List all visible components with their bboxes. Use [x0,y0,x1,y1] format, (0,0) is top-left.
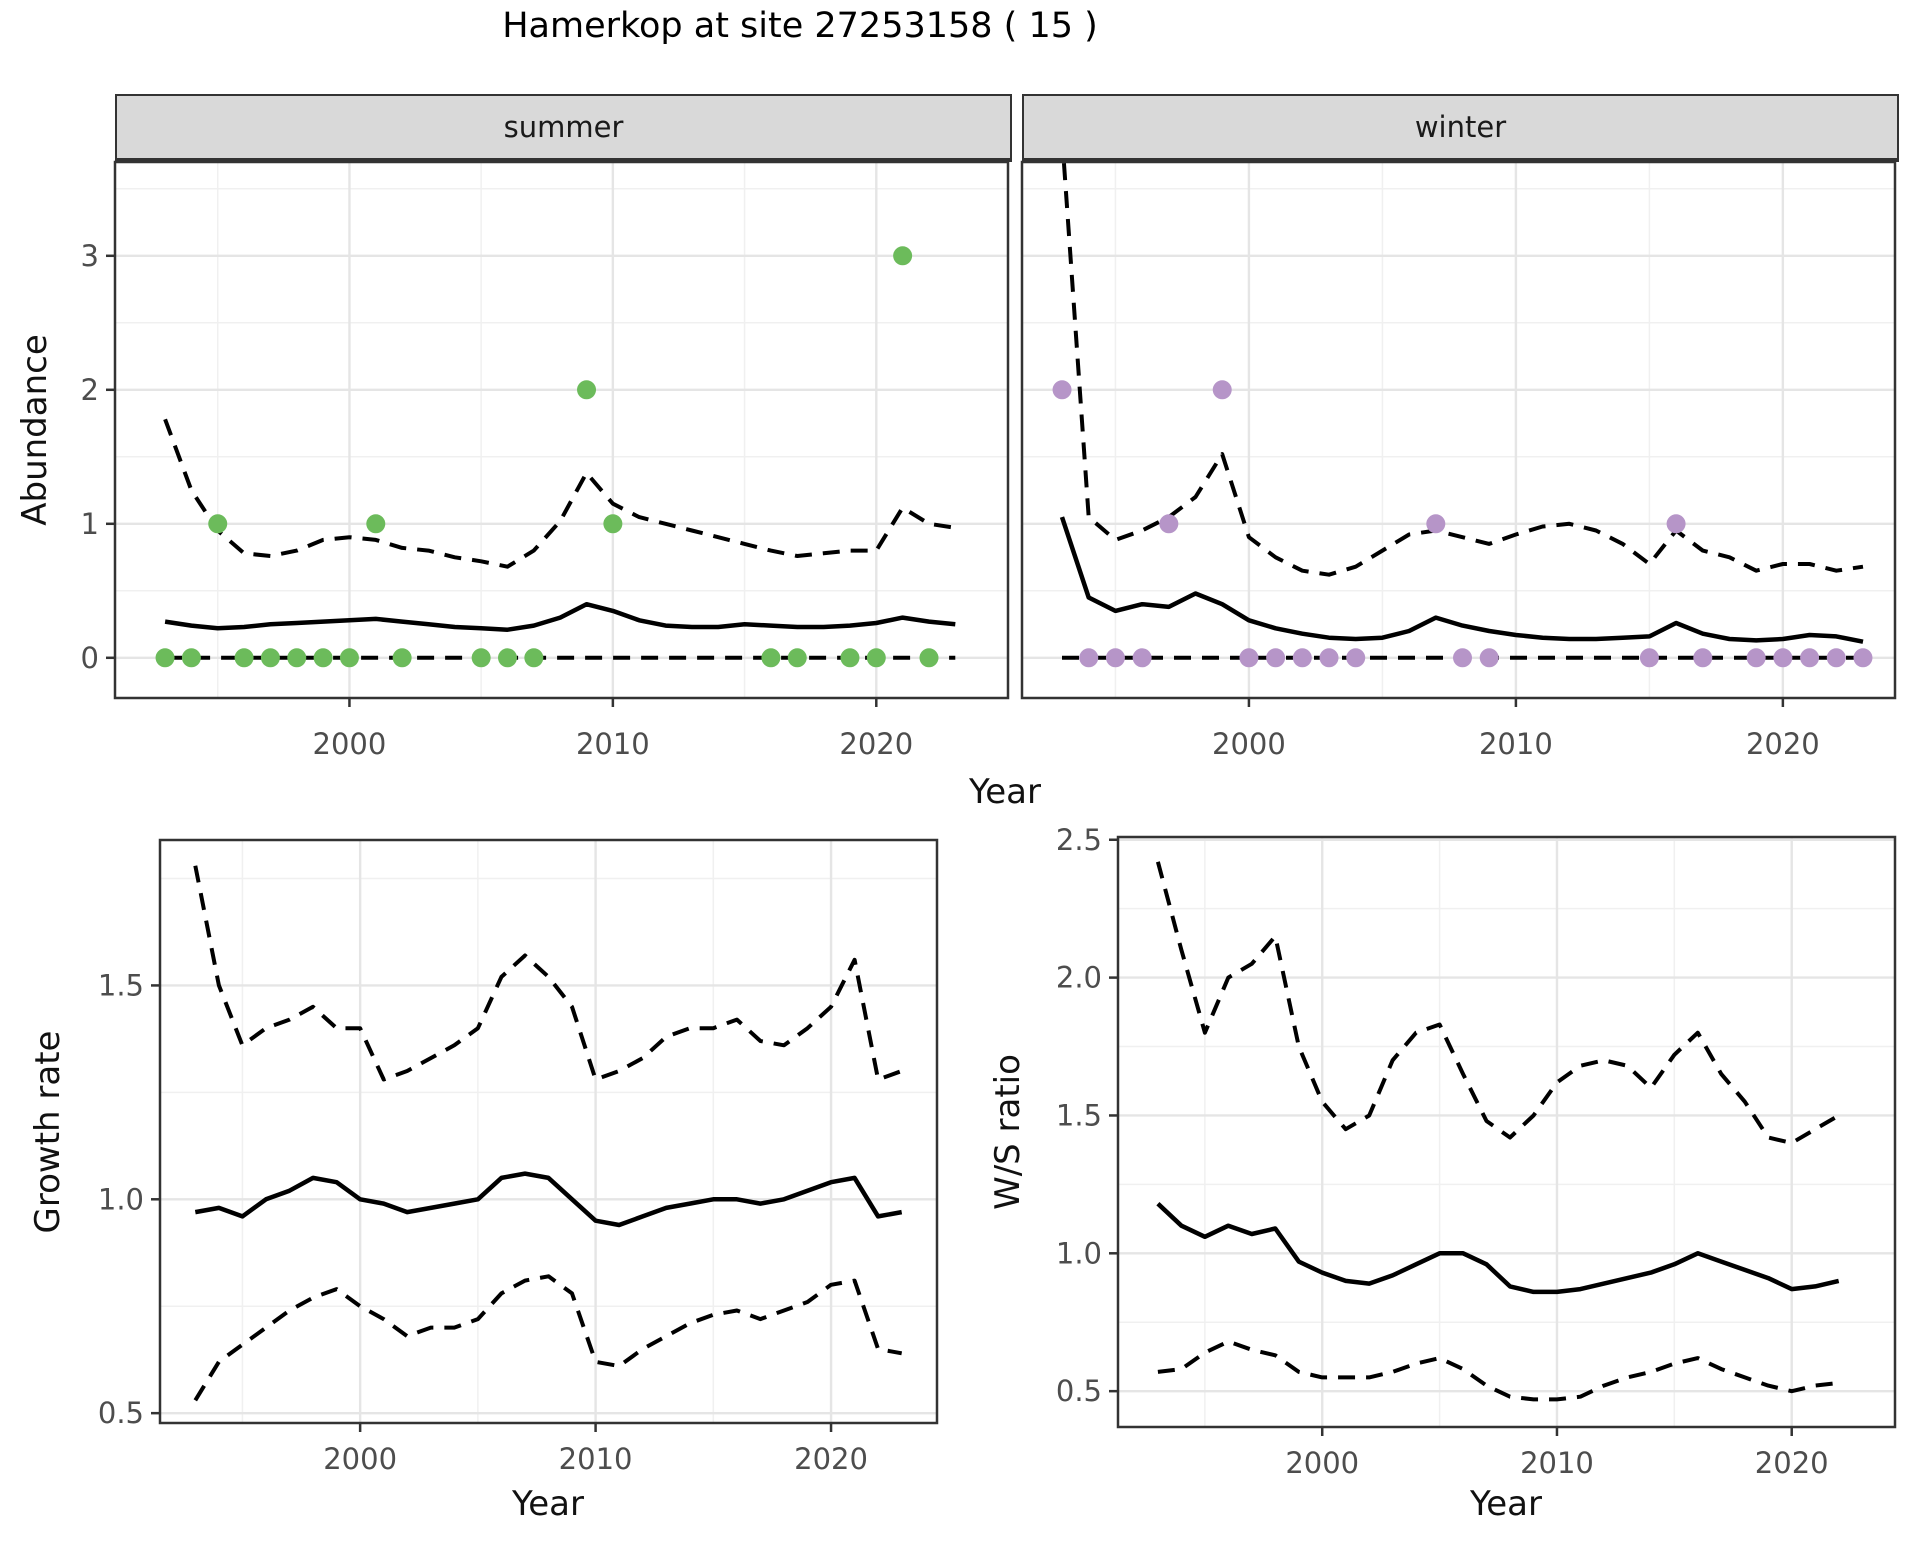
data-point [893,246,913,266]
data-point [313,648,333,668]
x-tick-label: 2000 [1212,727,1286,761]
ci-upper-line [193,865,903,1082]
panel-background [160,840,937,1423]
data-point [1105,648,1125,668]
panel-background [1118,837,1895,1427]
data-point [1773,648,1793,668]
ci-upper-line [163,418,956,569]
data-point [1052,380,1072,400]
data-point [761,648,781,668]
data-point [919,648,939,668]
y-tick-label: 2.0 [1056,961,1102,995]
data-point [287,648,307,668]
median-line [1156,1202,1840,1295]
x-tick-label: 2000 [313,727,387,761]
data-point [208,514,228,534]
panel-background [115,162,1008,698]
y-tick-label: 2 [81,373,99,407]
ci-upper-line [1155,861,1840,1145]
data-point [1319,648,1339,668]
facet-strip-winter: winter [1022,94,1899,162]
median-line [1059,516,1864,644]
data-point [1853,648,1873,668]
y-tick-label: 1.0 [1056,1236,1102,1270]
data-point [339,648,359,668]
data-point [1346,648,1366,668]
data-point [787,648,807,668]
y-tick-label: 0.5 [1056,1374,1102,1408]
ci-upper-line [1061,162,1864,577]
data-point [577,380,597,400]
x-tick-label: 2010 [1479,727,1553,761]
facet-strip-summer: summer [115,94,1012,162]
panel-abundance-winter: 2000 2010 2020 [1020,160,1897,761]
year-axis-title-growth: Year [512,1484,584,1524]
data-point [366,514,386,534]
year-axis-title-top: Year [969,772,1041,812]
y-tick-label: 1.5 [98,968,144,1002]
y-tick-label: 1.5 [1056,1098,1102,1132]
data-point [1479,648,1499,668]
data-point [155,648,175,668]
data-point [234,648,254,668]
data-point [603,514,623,534]
data-point [524,648,544,668]
facet-strip-winter-label: winter [1414,110,1507,144]
data-point [260,648,280,668]
data-point [1079,648,1099,668]
data-point [1239,648,1259,668]
data-point [1212,380,1232,400]
panel-growth-rate: 2000 2010 2020 0.5 1.0 1.5 [98,838,939,1476]
data-point [1693,648,1713,668]
data-point [1266,648,1286,668]
panel-abundance-summer: 2000 2010 2020 0 1 2 3 [81,160,1010,761]
data-point [392,648,412,668]
x-tick-label: 2010 [1520,1446,1594,1480]
data-point [181,648,201,668]
data-point [1746,648,1766,668]
y-tick-label: 0.5 [98,1396,144,1430]
data-point [1426,514,1446,534]
data-point [1292,648,1312,668]
x-tick-label: 2020 [794,1442,868,1476]
panel-ws-ratio: 2000 2010 2020 0.5 1.0 1.5 2.0 2.5 [1056,823,1897,1480]
x-tick-label: 2000 [1285,1446,1359,1480]
page-title: Hamerkop at site 27253158 ( 15 ) [502,6,1098,46]
year-axis-title-ws: Year [1470,1484,1542,1524]
median-line [164,601,956,632]
data-point [1666,514,1686,534]
y-tick-label: 1.0 [98,1182,144,1216]
data-point [1453,648,1473,668]
panel-border [158,838,939,1425]
data-point [471,648,491,668]
y-tick-label: 1 [81,507,99,541]
y-tick-label: 0 [81,641,99,675]
panel-background [1022,162,1895,698]
x-tick-label: 2000 [323,1442,397,1476]
data-point [1132,648,1152,668]
x-tick-label: 2010 [576,727,650,761]
panel-border [113,160,1010,700]
x-tick-label: 2020 [1746,727,1820,761]
panel-border [1020,160,1897,700]
facet-strip-summer-label: summer [503,110,624,144]
x-tick-label: 2010 [559,1442,633,1476]
data-point [866,648,886,668]
data-point [1826,648,1846,668]
ci-lower-line [193,1274,903,1402]
median-line [194,1171,903,1228]
x-tick-label: 2020 [1755,1446,1829,1480]
ci-lower-line [1157,1339,1839,1402]
data-point [1639,648,1659,668]
panel-border [1116,835,1897,1429]
data-point [1159,514,1179,534]
data-point [1800,648,1820,668]
y-tick-label: 3 [81,239,99,273]
data-point [840,648,860,668]
x-tick-label: 2020 [839,727,913,761]
y-tick-label: 2.5 [1056,823,1102,857]
data-point [497,648,517,668]
